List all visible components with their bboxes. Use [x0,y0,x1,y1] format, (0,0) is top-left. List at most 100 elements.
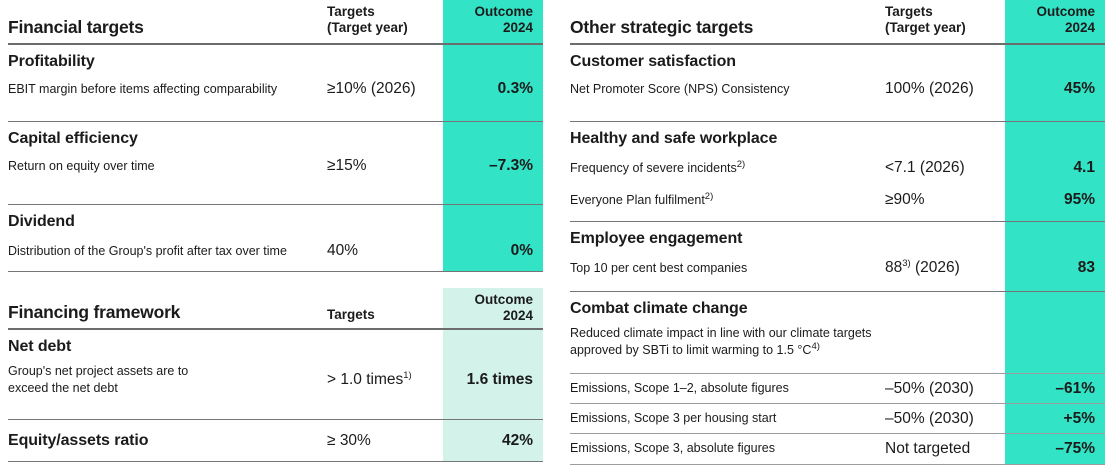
row-target-value: 100% (2026) [885,80,974,97]
table-row: Net Promoter Score (NPS) Consistency 100… [570,80,1105,98]
table-row: Group's net project assets are to exceed… [8,363,543,396]
row-label: Emissions, Scope 1–2, absolute figures [570,381,789,396]
table-row: Emissions, Scope 3 per housing start –50… [570,403,1105,433]
row-label: Net Promoter Score (NPS) Consistency [570,81,790,96]
row-label: Frequency of severe incidents2) [570,158,885,177]
table-row: Emissions, Scope 3, absolute figures Not… [570,433,1105,463]
row-outcome-value: 1.6 times [466,370,533,388]
row-target-value: –50% (2030) [885,409,974,427]
table-row: EBIT margin before items affecting compa… [8,80,543,98]
row-target-value: ≥15% [327,157,367,174]
section-description: Reduced climate impact in line with our … [570,325,922,358]
row-outcome-value: 45% [1063,80,1095,97]
table-row: Everyone Plan fulfilment2) ≥90% 95% [570,187,1105,213]
row-target-value: ≥90% [885,191,925,208]
targets-header-line2: (Target year) [885,20,966,36]
row-label: Emissions, Scope 3 per housing start [570,411,777,426]
row-target-value: ≥10% (2026) [327,80,416,97]
section-heading: Healthy and safe workplace [570,130,778,147]
row-outcome-value: 0% [510,242,533,259]
table-row: Top 10 per cent best companies 883) (202… [570,255,1105,281]
section-heading: Employee engagement [570,230,743,247]
row-outcome-value: 83 [1077,259,1095,276]
section-customer-satisfaction: Customer satisfaction Net Promoter Score… [570,45,1105,122]
financial-targets-table: Financial targets Targets (Target year) … [8,0,543,272]
financial-targets-header-row: Financial targets Targets (Target year) … [8,0,543,45]
row-outcome-value: 0.3% [497,80,533,97]
strategic-column: Other strategic targets Targets (Target … [570,0,1105,465]
outcome-column-header: Outcome 2024 [443,288,543,328]
footnote-marker: 2) [736,158,746,170]
targets-column-header: Targets (Target year) [327,0,443,43]
outcome-header-line1: Outcome [1036,4,1095,19]
strategic-targets-header-row: Other strategic targets Targets (Target … [570,0,1105,45]
row-target-value: <7.1 (2026) [885,159,965,176]
row-outcome-value: 4.1 [1073,159,1095,176]
targets-column-header: Targets [327,306,375,322]
section-heading: Capital efficiency [8,130,138,147]
section-heading: Net debt [8,338,72,355]
row-outcome-value: –61% [1055,379,1095,397]
section-combat-climate-change: Combat climate change Reduced climate im… [570,292,1105,465]
row-label: Everyone Plan fulfilment2) [570,191,885,209]
section-heading: Combat climate change [570,300,748,317]
target-text: 88 [885,259,903,276]
row-label: Return on equity over time [8,158,155,173]
targets-header-line2: (Target year) [327,20,408,36]
row-label: Group's net project assets are to exceed… [8,364,189,395]
section-employee-engagement: Employee engagement Top 10 per cent best… [570,222,1105,292]
row-label: Top 10 per cent best companies [570,260,748,275]
table-row: Return on equity over time ≥15% –7.3% [8,157,543,175]
outcome-column-highlight [1005,0,1105,465]
section-net-debt: Net debt Group's net project assets are … [8,330,543,420]
strategic-targets-table: Other strategic targets Targets (Target … [570,0,1105,465]
outcome-column-header: Outcome 2024 [1005,0,1105,43]
target-text: > 1.0 times [327,370,404,388]
financial-column: Financial targets Targets (Target year) … [8,0,543,462]
outcome-header-line2: 2024 [1064,20,1095,36]
table-title: Financial targets [8,17,144,37]
section-profitability: Profitability EBIT margin before items a… [8,45,543,122]
section-equity-assets-ratio: Equity/assets ratio ≥ 30% 42% [8,420,543,462]
climate-rows: Emissions, Scope 1–2, absolute figures –… [570,373,1105,463]
section-dividend: Dividend Distribution of the Group's pro… [8,205,543,272]
row-target-value: ≥ 30% [327,431,371,449]
row-target-value: 40% [327,242,359,259]
row-outcome-value: 95% [1063,191,1095,208]
targets-column-header: Targets (Target year) [885,0,1005,43]
financing-framework-header-row: Financing framework Targets Outcome 2024 [8,288,543,330]
outcome-header-line2: 2024 [502,308,533,324]
outcome-header-line1: Outcome [474,4,533,19]
row-outcome-value: +5% [1063,409,1095,427]
description-text: Reduced climate impact in line with our … [570,326,872,357]
row-target-value: > 1.0 times1) [327,369,443,389]
outcome-column-highlight-light [443,288,543,462]
row-outcome-value: –75% [1055,439,1095,457]
row-outcome-value: 42% [501,431,533,449]
section-healthy-safe-workplace: Healthy and safe workplace Frequency of … [570,122,1105,222]
row-label: Emissions, Scope 3, absolute figures [570,441,775,456]
outcome-header-line1: Outcome [474,292,533,307]
row-target-value: Not targeted [885,439,971,457]
label-text: Frequency of severe incidents [570,160,737,175]
row-target-value: –50% (2030) [885,379,974,397]
table-row: Emissions, Scope 1–2, absolute figures –… [570,373,1105,403]
outcome-column-highlight [443,0,543,272]
table-row: Frequency of severe incidents2) <7.1 (20… [570,155,1105,181]
section-capital-efficiency: Capital efficiency Return on equity over… [8,122,543,205]
row-target-value: 883) (2026) [885,259,1005,277]
section-heading: Profitability [8,53,95,70]
label-text: Everyone Plan fulfilment [570,192,705,207]
row-label: EBIT margin before items affecting compa… [8,81,278,96]
footnote-marker: 1) [403,369,412,381]
row-outcome-value: –7.3% [489,157,533,174]
outcome-header-line2: 2024 [502,20,533,36]
section-heading: Dividend [8,213,75,230]
footnote-marker: 3) [902,257,911,269]
table-row: Distribution of the Group's profit after… [8,238,543,264]
section-heading: Customer satisfaction [570,53,736,70]
outcome-column-header: Outcome 2024 [443,0,543,43]
table-title: Financing framework [8,302,181,322]
targets-header-line1: Targets [885,4,933,19]
